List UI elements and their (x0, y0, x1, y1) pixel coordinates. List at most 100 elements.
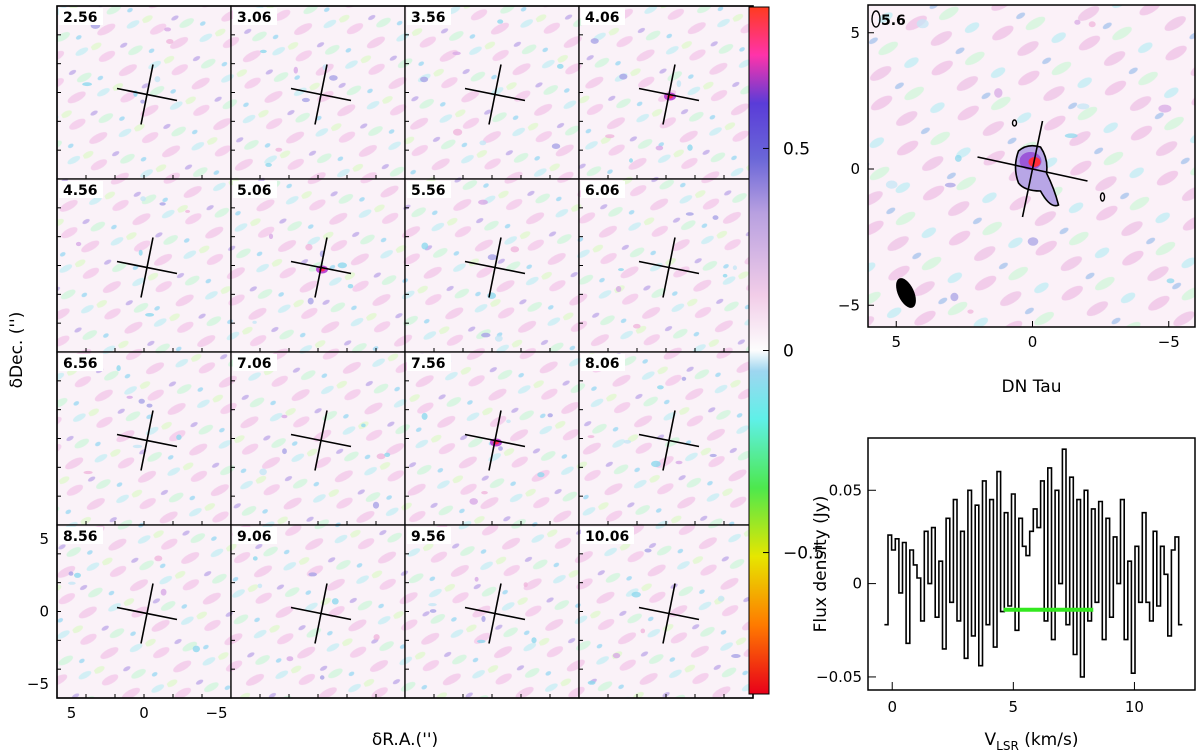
noise-blob (615, 286, 622, 292)
noise-blob (421, 412, 428, 420)
noise-blob (487, 254, 497, 261)
noise-blob (429, 609, 437, 613)
disk-minor-axis (140, 583, 154, 644)
velocity-label-bg (407, 181, 451, 198)
x-tick-label: −5 (1158, 333, 1180, 351)
velocity-label: 5.56 (411, 183, 446, 199)
y-tick-label: 0 (39, 603, 49, 621)
noise-blob (301, 97, 310, 103)
noise-blob (950, 292, 959, 302)
noise-blob (68, 571, 74, 576)
noise-blob (629, 158, 633, 163)
velocity-label: 7.56 (411, 356, 446, 372)
x-tick-label: 10 (1125, 698, 1144, 716)
noise-blob (259, 468, 267, 476)
noise-blob (623, 439, 632, 444)
noise-blob (481, 332, 491, 338)
velocity-label-bg (581, 527, 634, 544)
velocity-label-bg (59, 527, 103, 544)
noise-blob (140, 99, 145, 104)
noise-blob (347, 284, 354, 289)
spectrum-line (884, 448, 1183, 678)
noise-blob (452, 51, 461, 56)
noise-blob (605, 134, 615, 139)
noise-blob (384, 452, 391, 457)
colorbar-tick-label: −0.5 (783, 544, 824, 564)
noise-blob (275, 147, 283, 152)
noise-blob (252, 320, 257, 324)
x-tick-label: 0 (1028, 333, 1038, 351)
map-frame (867, 4, 1196, 328)
noise-blob (631, 591, 641, 598)
noise-blob (337, 262, 347, 269)
beam-ellipse (896, 278, 916, 308)
noise-blob (132, 444, 143, 449)
velocity-label: 8.06 (585, 356, 620, 372)
noise-blob (1074, 19, 1081, 25)
noise-blob (676, 80, 682, 88)
velocity-label-bg (59, 354, 103, 371)
disk-minor-axis (662, 64, 676, 125)
velocity-label: 4.56 (63, 183, 98, 199)
noise-blob (376, 453, 386, 460)
velocity-label: 5.06 (237, 183, 272, 199)
noise-blob (75, 241, 82, 247)
noise-blob (116, 365, 121, 372)
channel-map (57, 6, 231, 179)
noise-blob (590, 38, 599, 44)
noise-blob (146, 403, 153, 408)
noise-blob (531, 637, 537, 644)
x-tick-label: −5 (205, 704, 227, 722)
noise-blob (74, 572, 81, 578)
x-tick-label: 5 (1009, 698, 1019, 716)
velocity-label-bg (581, 181, 625, 198)
noise-blob (166, 39, 174, 44)
noise-blob (68, 581, 76, 585)
noise-blob (481, 615, 486, 623)
noise-blob (293, 66, 298, 74)
channel-map (579, 6, 753, 179)
x-axis-label: δR.A.('') (372, 730, 438, 750)
velocity-label: 10.06 (585, 529, 629, 545)
noise-blob (477, 639, 486, 644)
noise-blob (655, 145, 664, 151)
noise-contour (871, 10, 881, 28)
velocity-label-bg (407, 527, 451, 544)
noise-blob (640, 628, 646, 634)
spectrum-x-label: VLSR (km/s) (985, 730, 1079, 753)
noise-blob (481, 491, 488, 495)
y-tick-label: −5 (27, 675, 49, 693)
noise-blob (537, 472, 545, 478)
noise-blob (479, 140, 487, 146)
noise-blob (712, 215, 719, 220)
channel-map (579, 179, 753, 352)
channel-map (405, 179, 579, 352)
noise-blob (1166, 278, 1175, 284)
noise-blob (138, 398, 145, 404)
noise-blob (885, 180, 898, 189)
disk-minor-axis (488, 64, 502, 125)
velocity-label: 6.56 (63, 356, 98, 372)
y-tick-label: 0 (852, 575, 862, 593)
noise-blob (260, 49, 267, 54)
noise-blob (587, 435, 595, 439)
x-tick-label: 5 (67, 704, 77, 722)
velocity-label: 6.06 (585, 183, 620, 199)
disk-minor-axis (662, 583, 676, 644)
noise-blob (265, 162, 272, 167)
noise-blob (474, 576, 479, 582)
disk-minor-axis (1021, 120, 1044, 218)
velocity-label-bg (581, 354, 625, 371)
disk-minor-axis (314, 237, 328, 298)
x-tick-label: 0 (887, 698, 897, 716)
channel-map (231, 352, 405, 525)
noise-blob (967, 309, 974, 314)
y-tick-label: 0 (850, 160, 860, 178)
noise-blob (252, 556, 258, 561)
noise-blob (944, 182, 956, 188)
spectrum-y-label: Flux density (Jy) (811, 496, 831, 633)
noise-blob (140, 196, 146, 202)
spectrum-frame (867, 437, 1196, 691)
noise-blob (523, 582, 528, 588)
noise-blob (1077, 103, 1090, 110)
